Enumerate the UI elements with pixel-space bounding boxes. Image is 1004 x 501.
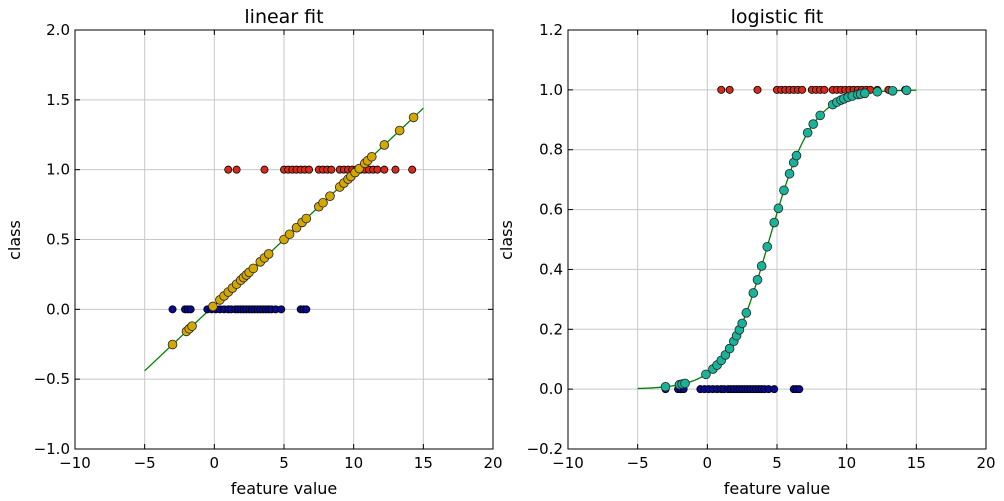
linear-xtick-label-6: 20 [483,454,502,472]
logistic-ytick-label-3: 0.4 [539,260,563,278]
linear-class0-point-0 [168,305,177,314]
logistic-prediction-point-39 [901,85,912,96]
logistic-prediction-point-25 [802,127,813,138]
linear-ytick-label-2: 0.0 [46,300,70,318]
linear-ytick-label-6: 2.0 [46,21,70,39]
logistic-prediction-point-38 [887,86,898,96]
linear-class1-point-1 [232,165,241,174]
linear-prediction-point-25 [325,191,335,201]
linear-fit-title: linear fit [244,6,323,28]
linear-class0-point-26 [277,305,286,314]
logistic-class1-point-0 [717,85,726,94]
logistic-prediction-point-19 [769,217,780,228]
logistic-prediction-point-20 [773,203,784,214]
linear-prediction-point-19 [284,229,295,240]
logistic-prediction-point-9 [724,343,735,354]
logistic-prediction-point-27 [815,110,825,121]
logistic-ytick-label-6: 1.0 [539,81,563,99]
linear-prediction-point-3 [187,321,197,331]
logistic-xtick-label-3: 5 [772,454,782,472]
logistic-fit-title: logistic fit [731,6,824,28]
linear-fit-ylabel: class [5,220,24,260]
logistic-prediction-point-17 [756,261,767,271]
linear-prediction-point-35 [379,140,390,150]
logistic-class1-point-13 [820,85,829,94]
linear-prediction-point-17 [263,249,274,259]
logistic-ytick-label-7: 1.2 [539,21,563,39]
linear-class1-point-23 [373,165,382,174]
logistic-class0-point-29 [795,385,804,394]
logistic-xtick-label-5: 15 [907,454,926,472]
linear-class0-point-29 [302,305,311,314]
logistic-xtick-label-6: 20 [976,454,995,472]
linear-prediction-point-14 [248,263,259,274]
linear-xtick-label-1: −5 [134,454,156,472]
logistic-fit-ylabel: class [497,220,516,260]
logistic-prediction-point-22 [784,168,795,179]
linear-class1-point-24 [380,165,389,174]
linear-prediction-point-4 [208,301,218,312]
linear-fit-panel: linear fit feature value class −10 −5 0 5 10… [5,6,503,498]
linear-xtick-label-4: 10 [344,454,363,472]
logistic-prediction-point-0 [660,382,671,392]
linear-xtick-label-2: 0 [210,454,220,472]
logistic-ytick-label-4: 0.6 [539,201,563,219]
linear-prediction-point-24 [318,197,328,208]
linear-class1-point-0 [224,165,233,174]
logistic-prediction-point-37 [872,86,883,97]
logistic-ytick-label-0: −0.2 [527,440,563,458]
logistic-xtick-label-4: 10 [837,454,856,472]
logistic-ytick-label-1: 0.0 [539,380,563,398]
linear-class1-point-26 [408,165,417,174]
linear-class1-point-2 [260,165,269,174]
linear-prediction-point-22 [301,213,312,224]
linear-ytick-label-3: 0.5 [46,231,70,249]
logistic-prediction-point-18 [762,241,773,252]
linear-ytick-label-4: 1.0 [46,161,70,179]
logistic-prediction-point-3 [680,378,690,389]
logistic-prediction-point-26 [808,119,819,129]
logistic-class0-point-26 [770,385,779,394]
logistic-xtick-label-1: −5 [627,454,649,472]
linear-ytick-label-1: −0.5 [34,370,70,388]
linear-class1-point-25 [391,165,400,174]
logistic-prediction-point-21 [779,185,789,196]
logistic-xtick-label-2: 0 [703,454,713,472]
linear-xtick-label-3: 5 [279,454,289,472]
linear-fit-xlabel: feature value [231,479,338,498]
linear-ytick-label-0: −1.0 [34,440,70,458]
logistic-class1-point-1 [725,85,734,94]
linear-prediction-point-37 [408,112,419,123]
logistic-prediction-point-36 [859,88,870,99]
logistic-prediction-point-4 [701,369,711,380]
logistic-class1-point-9 [798,85,807,94]
linear-prediction-point-36 [394,125,405,136]
linear-ytick-label-5: 1.5 [46,91,70,109]
logistic-prediction-point-15 [748,288,759,298]
logistic-ytick-label-2: 0.2 [539,320,563,338]
logistic-prediction-point-16 [752,275,763,285]
linear-xtick-label-5: 15 [414,454,433,472]
linear-prediction-point-34 [366,151,377,162]
linear-class0-point-3 [186,305,195,314]
logistic-prediction-point-14 [741,308,752,318]
linear-xtick-label-0: −10 [59,454,91,472]
logistic-prediction-point-24 [791,150,802,161]
linear-class1-point-13 [327,165,336,174]
logistic-fit-xlabel: feature value [724,479,831,498]
logistic-fit-panel: logistic fit feature value class −10 −5 0 5… [497,6,996,498]
linear-class1-point-9 [305,165,314,174]
logistic-class1-point-2 [753,85,762,94]
logistic-xtick-label-0: −10 [552,454,584,472]
linear-prediction-point-0 [167,339,178,350]
logistic-ytick-label-5: 0.8 [539,141,563,159]
logistic-prediction-point-13 [737,318,747,329]
